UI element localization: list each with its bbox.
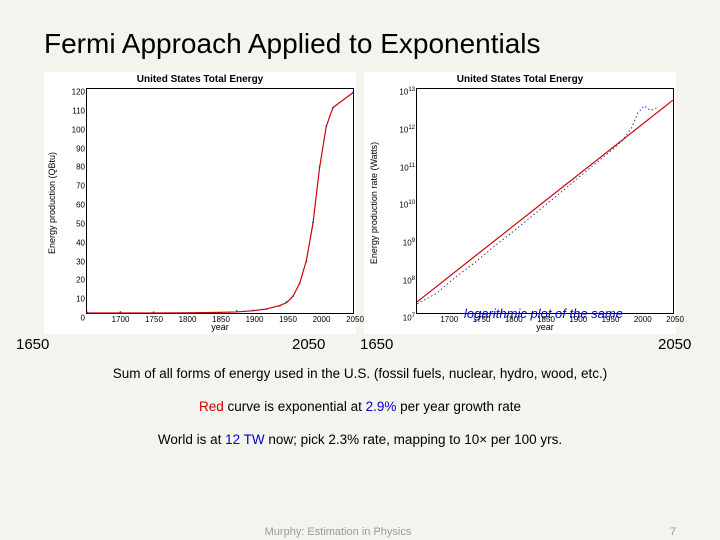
xtick: 2050 [346,313,364,324]
ytick: 1011 [400,163,417,173]
xtick: 1850 [212,313,230,324]
slide-title: Fermi Approach Applied to Exponentials [44,28,676,60]
left-chart: United States Total Energy Energy produc… [44,72,356,334]
left-plot-area: 0102030405060708090100110120170017501800… [86,88,354,314]
xtick: 1900 [246,313,264,324]
left-chart-ylabel: Energy production (QBtu) [47,152,57,254]
ytick: 70 [76,182,87,191]
xtick: 1700 [112,313,130,324]
xtick: 1800 [179,313,197,324]
ytick: 30 [76,257,87,266]
ytick: 110 [72,106,87,115]
page-number: 7 [670,526,676,538]
left-chart-xlabel: year [44,322,356,332]
left-curve-svg [87,89,353,313]
body-text: Sum of all forms of energy used in the U… [44,366,676,447]
ytick: 107 [403,313,417,323]
body-line-1: Sum of all forms of energy used in the U… [44,366,676,381]
ytick: 20 [76,276,87,285]
xtick: 1700 [440,313,458,324]
year-left-start: 1650 [16,336,49,353]
xtick: 2000 [634,313,652,324]
year-right-end: 2050 [658,336,691,353]
ytick: 108 [403,276,417,286]
ytick: 1010 [399,200,417,210]
right-chart-title: United States Total Energy [364,74,676,85]
footer-credit: Murphy: Estimation in Physics [0,526,676,538]
ytick: 80 [76,163,87,172]
right-chart-ylabel: Energy production rate (Watts) [369,142,379,264]
ytick: 50 [76,219,87,228]
year-right-start: 1650 [360,336,393,353]
year-left-end: 2050 [292,336,325,353]
ytick: 90 [76,144,87,153]
charts-row: United States Total Energy Energy produc… [44,72,676,334]
ytick: 0 [81,314,87,323]
ytick: 109 [403,238,417,248]
tw-value: 12 TW [225,432,265,447]
ytick: 40 [76,238,87,247]
body-line-2: Red curve is exponential at 2.9% per yea… [44,399,676,414]
red-word: Red [199,399,224,414]
ytick: 60 [76,201,87,210]
growth-pct: 2.9% [366,399,397,414]
ytick: 1012 [399,125,417,135]
right-chart: United States Total Energy Energy produc… [364,72,676,334]
ytick: 10 [76,295,87,304]
xtick: 1750 [145,313,163,324]
xtick: 2050 [666,313,684,324]
right-curve-svg [417,89,673,313]
xtick: 1950 [279,313,297,324]
xtick: 2000 [313,313,331,324]
ytick: 100 [72,125,87,134]
right-plot-area: 1071081091010101110121013170017501800185… [416,88,674,314]
left-chart-title: United States Total Energy [44,74,356,85]
ytick: 120 [72,88,87,97]
ytick: 1013 [399,87,417,97]
log-caption: logarithmic plot of the same [464,306,623,321]
body-line-3: World is at 12 TW now; pick 2.3% rate, m… [44,432,676,447]
